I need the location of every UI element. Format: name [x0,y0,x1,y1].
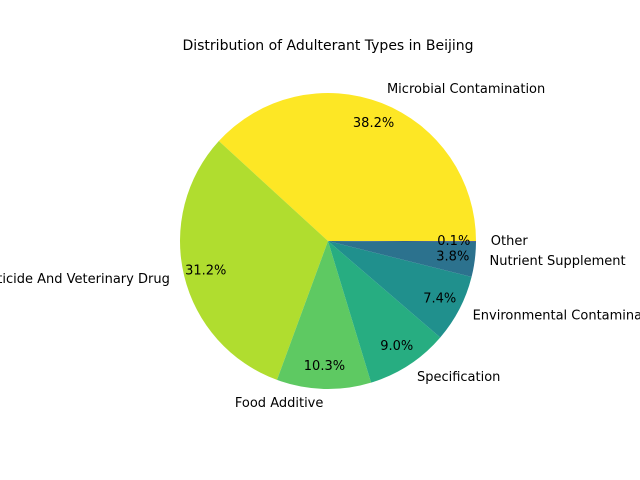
slice-percent-1: 31.2% [185,263,226,278]
slice-label-0: Microbial Contamination [387,82,545,97]
slice-label-2: Food Additive [235,396,324,411]
slice-label-6: Other [491,234,529,249]
chart-title: Distribution of Adulterant Types in Beij… [182,38,473,54]
pie-slice-6 [328,241,476,242]
pie-slice-4 [328,241,472,338]
pie-slice-3 [328,241,441,383]
pie-slice-0 [218,93,476,241]
slice-percent-2: 10.3% [304,359,345,374]
pie-labels: Microbial Contamination 38.2% Pesticide An… [0,82,640,411]
slice-percent-5: 3.8% [436,249,469,264]
pie-slice-2 [276,241,372,389]
slice-percent-6: 0.1% [437,234,470,249]
slice-percent-0: 38.2% [353,116,394,131]
pie-slice-1 [179,141,328,380]
slice-label-1: Pesticide And Veterinary Drug [0,272,170,287]
slice-label-4: Environmental Contaminant [473,308,640,323]
pie-slices [179,93,476,389]
slice-percent-3: 9.0% [380,339,413,354]
slice-label-5: Nutrient Supplement [490,254,626,269]
slice-percent-4: 7.4% [423,291,456,306]
pie-slice-5 [328,241,476,277]
slice-label-3: Specification [417,370,500,385]
